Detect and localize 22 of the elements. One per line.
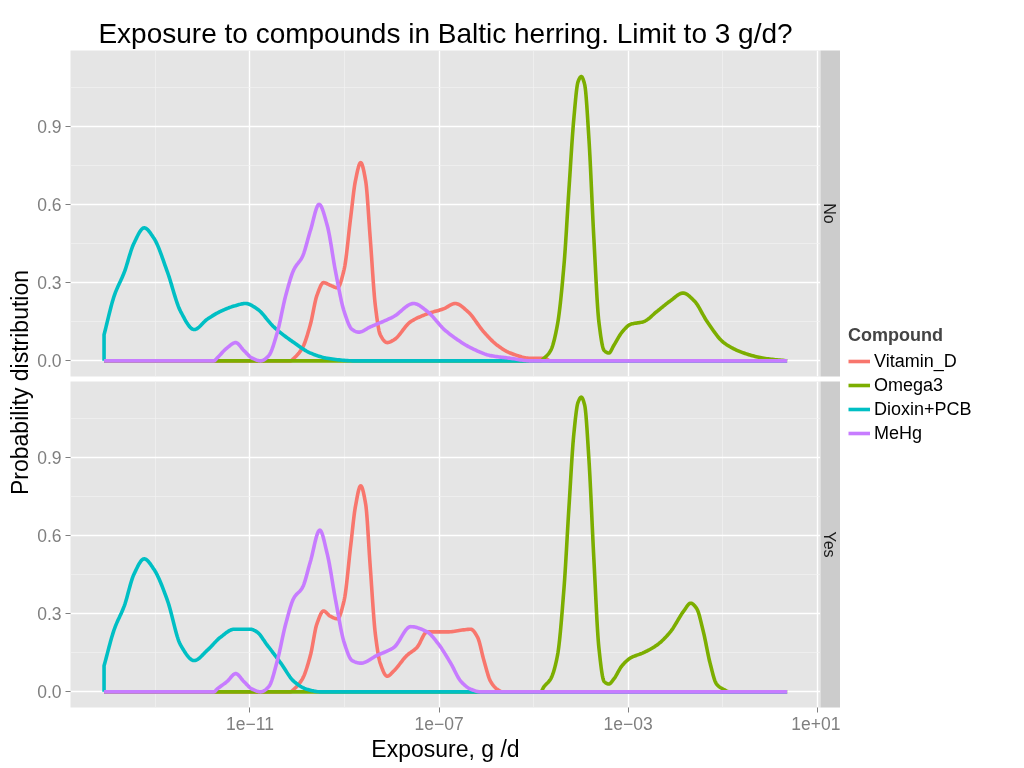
legend-label: Omega3: [874, 374, 944, 396]
x-tick-label: 1e+01: [791, 713, 841, 734]
y-tick-label: 0.6: [37, 194, 62, 215]
y-tick-label: 0.9: [37, 116, 62, 137]
y-tick-label: 0.3: [37, 604, 62, 625]
legend-title: Compound: [848, 325, 944, 346]
text: No: [820, 203, 838, 224]
y-tick-label: 0.0: [37, 682, 62, 703]
x-tick-label: 1e−07: [414, 713, 464, 734]
y-tick-label: 0.3: [37, 273, 62, 294]
text: Yes: [820, 531, 838, 558]
legend-label: Dioxin+PCB: [874, 398, 972, 420]
y-tick-label: 0.0: [37, 351, 62, 372]
y-tick-label: 0.9: [37, 447, 62, 468]
x-tick-label: 1e−11: [226, 713, 274, 734]
x-tick-label: 1e−03: [603, 713, 653, 734]
chart-title: Exposure to compounds in Baltic herring. Limit to 3 g/d?: [98, 17, 793, 49]
legend-label: Vitamin_D: [874, 350, 957, 372]
x-axis-title: Exposure, g /d: [371, 735, 520, 762]
y-axis-title: Probability distribution: [6, 269, 33, 495]
y-tick-label: 0.6: [37, 525, 62, 546]
legend-label: MeHg: [874, 422, 923, 444]
